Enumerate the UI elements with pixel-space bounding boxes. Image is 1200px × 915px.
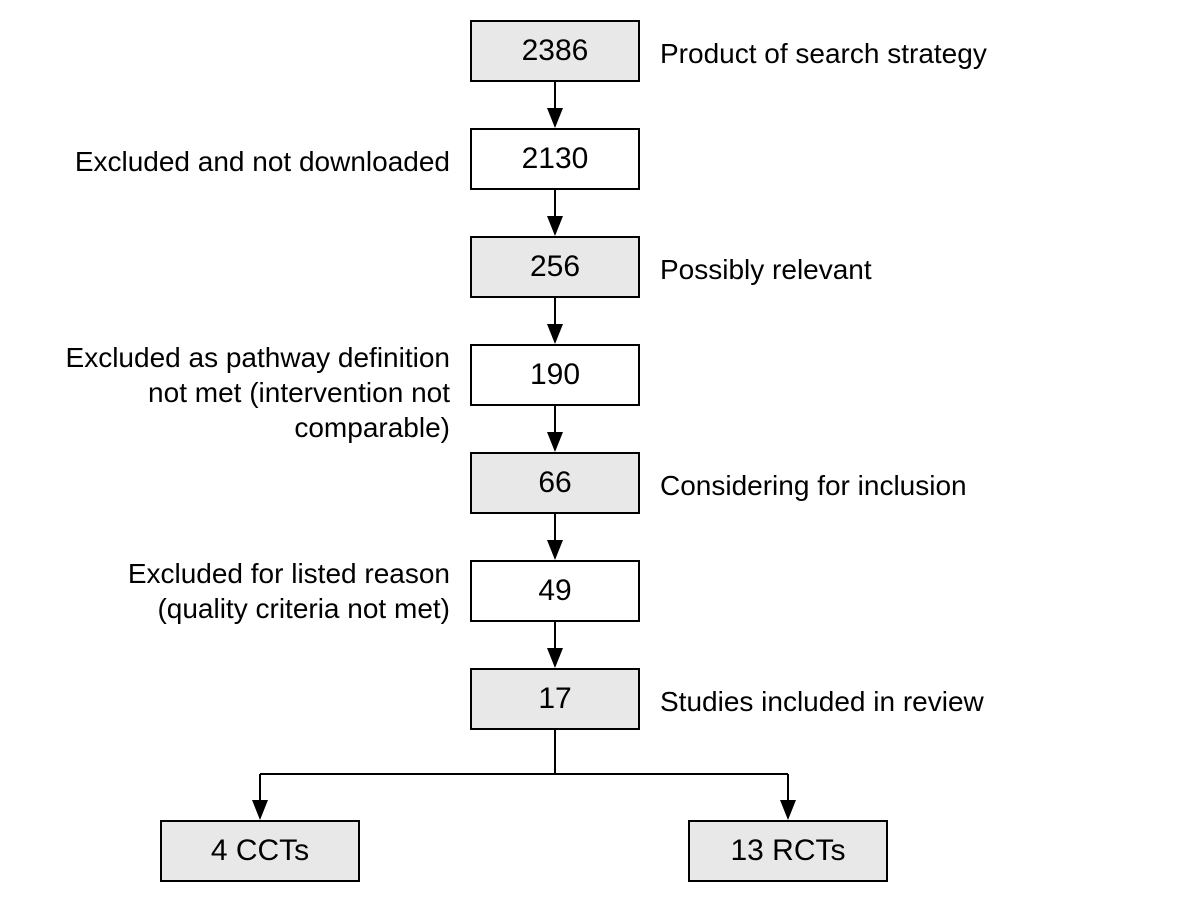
flow-box-4-value: 190: [530, 358, 580, 392]
flow-box-3-value: 256: [530, 250, 580, 284]
flow-label-2: Excluded and not downloaded: [20, 144, 450, 179]
flow-label-7: Studies included in review: [660, 684, 1080, 719]
flow-box-ccts-value: 4 CCTs: [211, 834, 309, 868]
flowchart-container: 2386 Product of search strategy 2130 Exc…: [0, 0, 1200, 915]
flow-box-4: 190: [470, 344, 640, 406]
flow-box-6: 49: [470, 560, 640, 622]
flow-box-1-value: 2386: [522, 34, 589, 68]
flow-box-rcts: 13 RCTs: [688, 820, 888, 882]
flow-box-6-value: 49: [538, 574, 571, 608]
flow-box-3: 256: [470, 236, 640, 298]
flow-box-rcts-value: 13 RCTs: [730, 834, 845, 868]
flow-box-7-value: 17: [538, 682, 571, 716]
flow-label-4: Excluded as pathway definition not met (…: [20, 340, 450, 445]
flow-box-5: 66: [470, 452, 640, 514]
flow-label-5: Considering for inclusion: [660, 468, 1080, 503]
flow-box-2: 2130: [470, 128, 640, 190]
flow-box-2-value: 2130: [522, 142, 589, 176]
flow-label-3: Possibly relevant: [660, 252, 1080, 287]
flow-box-ccts: 4 CCTs: [160, 820, 360, 882]
flow-label-6: Excluded for listed reason (quality crit…: [80, 556, 450, 626]
flow-box-7: 17: [470, 668, 640, 730]
flow-label-1: Product of search strategy: [660, 36, 1080, 71]
flow-box-1: 2386: [470, 20, 640, 82]
flow-box-5-value: 66: [538, 466, 571, 500]
